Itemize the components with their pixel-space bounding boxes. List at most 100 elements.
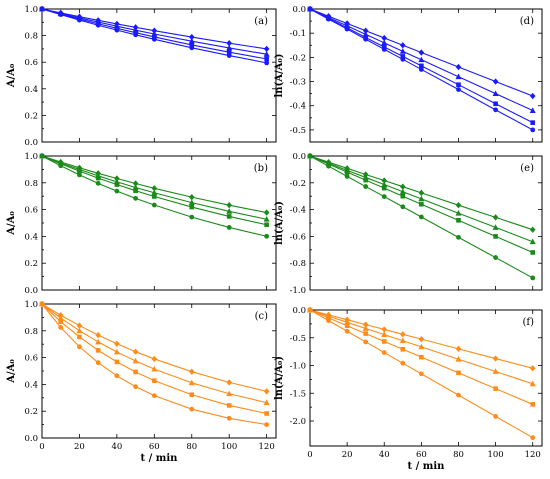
panel-a: 0.0 0.2 0.4 0.6 0.8 1.0 A/A₀ (a) [6, 5, 277, 148]
data-point-triangle [492, 368, 499, 374]
series-square [39, 301, 269, 416]
data-point-square [95, 348, 101, 353]
data-point-diamond [381, 177, 388, 184]
data-point-triangle [57, 314, 64, 321]
data-point-square [344, 169, 350, 175]
series-line [309, 309, 533, 439]
series-line [309, 155, 533, 279]
y-tick-label: 1.0 [24, 5, 38, 15]
series-line [41, 155, 267, 220]
data-point-diamond [263, 45, 270, 53]
series-diamond [307, 5, 536, 100]
x-tick-label: 20 [342, 450, 353, 460]
data-point-triangle [399, 337, 406, 344]
plot-frame [309, 309, 543, 447]
data-point-diamond [263, 209, 270, 216]
series-line [309, 309, 533, 369]
x-axis-title: t / min [408, 461, 446, 472]
data-point-diamond [455, 345, 462, 353]
data-point-diamond [132, 348, 139, 355]
data-point-square [363, 331, 368, 336]
series-triangle [39, 5, 270, 57]
y-tick-label: -0.1 [290, 29, 306, 39]
data-point-square [77, 334, 82, 340]
data-point-circle [326, 318, 331, 324]
data-point-diamond [114, 175, 120, 182]
data-point-circle [493, 414, 498, 419]
series-line [41, 155, 267, 237]
plot-frame [41, 8, 277, 143]
data-point-circle [133, 384, 139, 390]
data-point-triangle [529, 107, 536, 113]
data-point-circle [326, 16, 331, 22]
data-point-circle [95, 180, 101, 186]
data-point-circle [418, 67, 424, 72]
data-point-circle [400, 360, 406, 366]
series-circle [39, 153, 270, 239]
series-circle [307, 307, 536, 441]
data-point-diamond [381, 34, 388, 42]
x-tick-label: 100 [221, 442, 237, 452]
series-circle [39, 6, 270, 66]
series-line [309, 155, 533, 243]
y-tick-label: -1.5 [290, 389, 306, 399]
data-point-triangle [418, 56, 425, 63]
series-diamond [39, 300, 270, 395]
series-circle [39, 301, 270, 427]
data-point-diamond [529, 226, 536, 233]
data-point-circle [77, 344, 82, 350]
data-point-triangle [344, 319, 351, 325]
data-point-circle [39, 6, 45, 12]
x-tick-label: 60 [416, 450, 427, 460]
data-point-diamond [226, 201, 232, 209]
data-point-square [419, 63, 424, 69]
data-point-square [344, 323, 350, 329]
data-point-square [456, 218, 461, 223]
series-square [307, 6, 536, 125]
data-point-triangle [113, 348, 120, 355]
data-point-square [456, 82, 461, 87]
data-point-circle [151, 36, 157, 42]
data-point-diamond [418, 335, 425, 343]
data-point-circle [456, 392, 461, 398]
data-point-circle [307, 6, 313, 12]
data-point-square [133, 369, 138, 375]
data-point-diamond [492, 355, 499, 362]
panel-d: 0.0 -0.1 -0.2 -0.3 -0.4 -0.5 ln(A/A₀) (d) [274, 5, 543, 143]
data-point-circle [114, 188, 120, 194]
data-point-circle [418, 214, 424, 220]
x-tick-label: 120 [259, 442, 275, 452]
data-point-triangle [492, 90, 499, 97]
data-point-circle [307, 307, 313, 313]
series-line [41, 155, 267, 226]
series-diamond [307, 152, 536, 233]
data-point-circle [189, 406, 195, 412]
data-point-diamond [151, 185, 158, 192]
data-point-circle [456, 87, 461, 92]
data-point-diamond [381, 326, 388, 333]
y-axis-title: A/A₀ [6, 211, 17, 236]
data-point-diamond [188, 33, 195, 41]
plot-frame [309, 8, 543, 143]
y-tick-label: 0.8 [24, 32, 38, 42]
data-point-triangle [188, 379, 195, 386]
panel-f: 0.0 -0.5 -1.0 -1.5 -2.0 0 20 40 60 80 100 120 ln(A/A… [274, 306, 543, 472]
data-point-circle [363, 339, 369, 345]
data-point-circle [381, 46, 387, 52]
panel-tag: (d) [520, 16, 534, 27]
data-point-circle [114, 27, 120, 33]
data-point-triangle [263, 399, 270, 406]
data-point-triangle [151, 365, 158, 372]
series-line [41, 8, 267, 50]
data-point-circle [307, 153, 313, 159]
y-tick-label: 0.6 [24, 58, 38, 68]
series-triangle [39, 300, 270, 406]
y-tick-label: 0.2 [24, 259, 38, 269]
series-line [41, 303, 267, 392]
panel-e: 0.0 -0.2 -0.4 -0.6 -0.8 -1.0 ln(A/A₀) (e) [274, 152, 543, 296]
y-axis-title: A/A₀ [6, 63, 17, 88]
data-point-triangle [76, 327, 83, 334]
y-tick-label: -0.6 [290, 232, 306, 242]
data-point-square [189, 204, 195, 210]
y-tick-label: -0.2 [290, 179, 306, 189]
